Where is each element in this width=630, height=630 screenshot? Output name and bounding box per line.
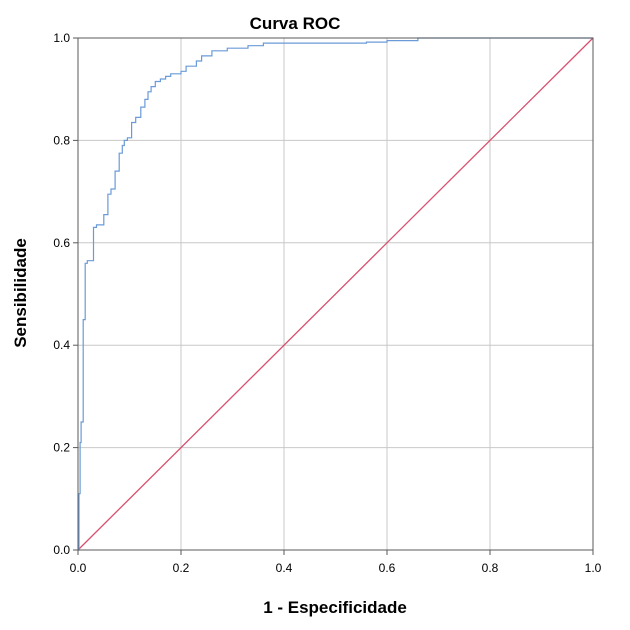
y-tick-label: 0.0 [53,543,70,557]
y-axis-label: Sensibilidade [11,238,30,348]
x-tick-label: 1.0 [585,561,602,575]
x-tick-label: 0.0 [70,561,87,575]
y-tick-label: 0.2 [53,441,70,455]
y-tick-label: 1.0 [53,31,70,45]
y-tick-label: 0.6 [53,236,70,250]
x-tick-label: 0.4 [276,561,293,575]
chart-title: Curva ROC [250,14,341,33]
x-axis-label: 1 - Especificidade [263,598,407,617]
axis-ticks [73,37,594,555]
y-tick-label: 0.8 [53,133,70,147]
diagonal-reference-line [77,37,594,551]
y-tick-labels: 0.0 0.2 0.4 0.6 0.8 1.0 [53,31,70,557]
plot-frame [77,37,594,551]
roc-curve [78,37,593,551]
reference-line [77,37,594,551]
x-tick-labels: 0.0 0.2 0.4 0.6 0.8 1.0 [70,561,602,575]
x-tick-label: 0.2 [173,561,190,575]
x-tick-label: 0.8 [482,561,499,575]
y-tick-label: 0.4 [53,338,70,352]
x-tick-label: 0.6 [379,561,396,575]
roc-curve-line [78,37,593,551]
